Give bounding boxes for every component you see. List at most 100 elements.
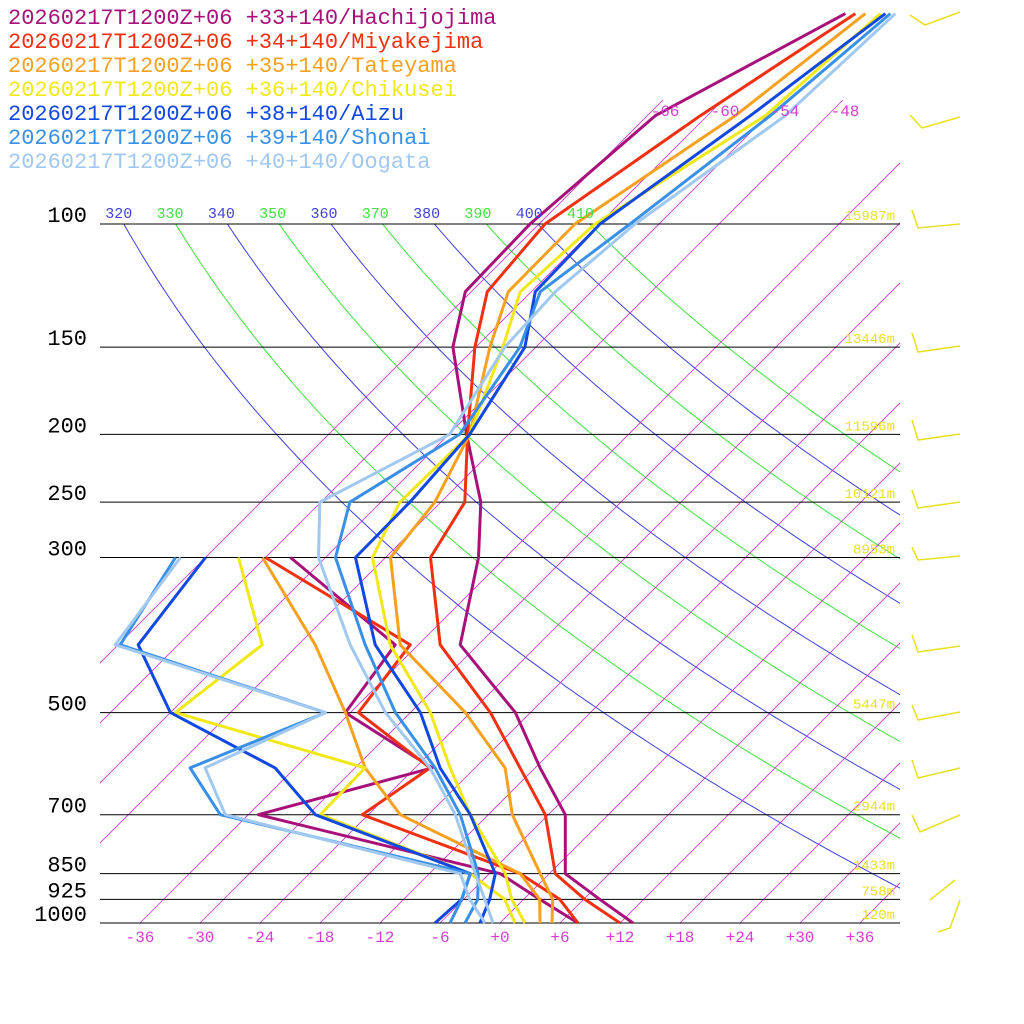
dry-adiabat — [485, 224, 900, 560]
x-tick-label: +36 — [846, 929, 875, 947]
x-tick-label: -18 — [306, 929, 335, 947]
isotherm — [379, 402, 900, 923]
y-tick-label: 250 — [47, 482, 87, 507]
y-tick-label: 500 — [47, 693, 87, 718]
x-tick-label: +0 — [490, 929, 509, 947]
theta-label: 370 — [362, 206, 389, 223]
theta-label: 380 — [413, 206, 440, 223]
y-tick-label: 300 — [47, 538, 87, 563]
dewpoint-line — [256, 556, 579, 925]
theta-label: 350 — [259, 206, 286, 223]
x-tick-label: +18 — [666, 929, 695, 947]
dewpoint-line — [113, 556, 487, 924]
wind-barb — [911, 814, 961, 833]
legend-entry: 20260217T1200Z+06 +36+140/Chikusei — [8, 78, 457, 103]
isotherm — [559, 582, 900, 923]
temperature-line — [389, 12, 867, 924]
dry-adiabat — [278, 224, 900, 743]
y-tick-label: 925 — [47, 879, 87, 904]
height-label: 15987m — [845, 209, 895, 225]
y-tick-label: 1000 — [34, 903, 87, 928]
theta-label: 400 — [516, 206, 543, 223]
temperature-line — [451, 12, 847, 925]
theta-label: 390 — [464, 206, 491, 223]
isotherm — [799, 822, 900, 923]
wind-barb — [929, 879, 956, 901]
legend-entry: 20260217T1200Z+06 +38+140/Aizu — [8, 102, 404, 127]
temperature-line — [317, 12, 897, 924]
x-tick-label: -6 — [430, 929, 449, 947]
wind-barb — [911, 634, 961, 653]
isotherm — [100, 100, 784, 784]
wind-barb — [911, 489, 961, 509]
isotherm — [199, 222, 900, 923]
isotherm — [499, 522, 900, 923]
wind-barb — [911, 419, 961, 441]
height-label: 758m — [861, 884, 895, 900]
wind-barb — [911, 332, 961, 353]
legend-entry: 20260217T1200Z+06 +33+140/Hachijojima — [8, 6, 496, 31]
isotherm — [439, 462, 900, 923]
y-tick-label: 100 — [47, 204, 87, 229]
isotherm-label: -54 — [771, 103, 800, 121]
wind-barb — [909, 114, 961, 129]
wind-barb — [911, 759, 961, 779]
theta-label: 410 — [567, 206, 594, 223]
theta-label: 360 — [310, 206, 337, 223]
isotherm-label: -60 — [711, 103, 740, 121]
isotherm — [100, 100, 844, 844]
theta-label: 320 — [105, 206, 132, 223]
y-tick-label: 150 — [47, 327, 87, 352]
temperature-line — [429, 12, 857, 925]
height-label: 13446m — [845, 332, 895, 348]
height-label: 120m — [861, 908, 895, 924]
wind-barb — [911, 704, 961, 721]
isotherm — [100, 100, 724, 724]
isotherm-label: -66 — [651, 103, 680, 121]
legend-entry: 20260217T1200Z+06 +39+140/Shonai — [8, 126, 430, 151]
isotherm — [619, 642, 900, 923]
x-tick-label: +6 — [550, 929, 569, 947]
x-tick-label: -24 — [246, 929, 275, 947]
height-label: 8953m — [853, 543, 895, 559]
isotherm — [679, 702, 900, 923]
labels: 320 330 340 350 360 370 380 390 400 410 -36 -30 -24 -… — [8, 6, 895, 947]
wind-barb — [909, 11, 961, 26]
x-tick-label: +12 — [606, 929, 635, 947]
isotherm — [100, 100, 664, 664]
profiles — [113, 12, 897, 925]
dry-adiabat — [381, 224, 900, 650]
dry-adiabat — [330, 224, 900, 696]
isotherm — [259, 282, 900, 923]
height-label: 11596m — [845, 419, 895, 435]
dewpoint-line — [264, 556, 580, 924]
dry-adiabats — [123, 224, 900, 889]
dry-adiabat — [433, 224, 900, 604]
x-tick-label: +30 — [786, 929, 815, 947]
height-label: 2944m — [853, 800, 895, 816]
temperature-line — [354, 12, 887, 924]
x-tick-label: -30 — [186, 929, 215, 947]
dry-adiabat — [537, 224, 900, 516]
temperature-line — [371, 12, 882, 924]
y-tick-label: 850 — [47, 854, 87, 879]
wind-barb — [937, 899, 961, 933]
height-label: 5447m — [853, 698, 895, 714]
x-tick-label: +24 — [726, 929, 755, 947]
axes — [100, 223, 900, 924]
legend-entry: 20260217T1200Z+06 +35+140/Tateyama — [8, 54, 457, 79]
dry-adiabat — [226, 224, 900, 790]
isotherm-label: -48 — [831, 103, 860, 121]
isotherm — [739, 762, 900, 923]
theta-label: 340 — [208, 206, 235, 223]
dewpoint-line — [136, 556, 472, 925]
theta-label: 330 — [157, 206, 184, 223]
y-tick-label: 200 — [47, 414, 87, 439]
x-tick-label: -36 — [126, 929, 155, 947]
temperature-line — [334, 12, 892, 924]
wind-barb — [911, 546, 961, 561]
x-tick-label: -12 — [366, 929, 395, 947]
legend-entry: 20260217T1200Z+06 +34+140/Miyakejima — [8, 30, 483, 55]
height-label: 1433m — [853, 859, 895, 875]
